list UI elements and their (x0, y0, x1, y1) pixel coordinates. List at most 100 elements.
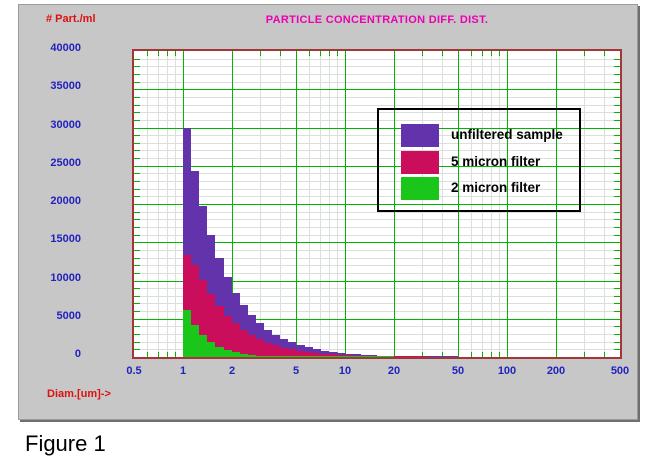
axis-tick-right (614, 303, 620, 305)
axis-tick-bottom (146, 352, 148, 357)
bar-2-micron-filter (247, 354, 256, 357)
gridline-y-minor (134, 104, 620, 106)
axis-tick-left (134, 142, 140, 144)
legend-label: 2 micron filter (451, 180, 541, 195)
bar-2-micron-filter (239, 353, 248, 357)
axis-tick-left (134, 326, 140, 328)
axis-tick-left (134, 257, 140, 259)
gridline-y-minor (134, 219, 620, 221)
bar-5-micron-filter (344, 355, 354, 357)
bar-5-micron-filter (280, 347, 289, 357)
axis-tick-left (134, 219, 140, 221)
bar-2-micron-filter (320, 356, 329, 357)
axis-tick-right (614, 150, 620, 152)
axis-tick-left (134, 334, 140, 336)
bar-2-micron-filter (328, 356, 337, 357)
bar-unfiltered-sample (377, 355, 386, 357)
axis-tick-left (134, 196, 140, 198)
axis-tick-top (260, 51, 262, 56)
y-tick-label: 30000 (50, 119, 81, 131)
figure-caption: Figure 1 (25, 431, 106, 456)
legend-label: unfiltered sample (451, 127, 563, 142)
axis-tick-top (491, 51, 493, 56)
axis-tick-left (134, 188, 140, 190)
gridline-y-minor (134, 295, 620, 297)
bar-5-micron-filter (409, 356, 418, 357)
axis-tick-bottom (491, 352, 493, 357)
bar-5-micron-filter (312, 353, 321, 357)
axis-tick-left (134, 73, 140, 75)
bar-unfiltered-sample (369, 355, 378, 357)
bar-5-micron-filter (304, 352, 313, 357)
bar-2-micron-filter (361, 356, 370, 357)
gridline-y-minor (134, 257, 620, 259)
gridline-y-minor (134, 58, 620, 60)
gridline-y-minor (134, 288, 620, 290)
axis-tick-right (614, 334, 620, 336)
bar-2-micron-filter (271, 356, 281, 357)
bar-5-micron-filter (190, 265, 200, 357)
axis-tick-top (167, 51, 169, 56)
x-tick-label: 1 (179, 365, 187, 377)
bar-5-micron-filter (223, 315, 232, 357)
axis-tick-right (614, 234, 620, 236)
axis-tick-left (134, 295, 140, 297)
bar-unfiltered-sample (190, 171, 200, 357)
gridline-y-minor (134, 326, 620, 328)
axis-tick-left (134, 349, 140, 351)
bar-2-micron-filter (223, 350, 232, 357)
bar-2-micron-filter (369, 356, 378, 357)
bar-5-micron-filter (393, 356, 402, 357)
gridline-y-major (134, 242, 620, 244)
legend-swatch-unfiltered-sample (401, 124, 439, 147)
bar-5-micron-filter (288, 349, 297, 357)
axis-tick-top (442, 51, 444, 56)
bar-2-micron-filter (280, 356, 289, 357)
x-tick-label: 10 (338, 365, 352, 377)
axis-tick-right (614, 104, 620, 106)
bar-unfiltered-sample (425, 356, 435, 357)
axis-tick-left (134, 158, 140, 160)
axis-tick-bottom (604, 352, 606, 357)
axis-tick-top (481, 51, 483, 56)
gridline-y-major (134, 280, 620, 282)
bar-2-micron-filter (312, 356, 321, 357)
legend-item-5-micron-filter: 5 micron filter (379, 151, 579, 175)
x-tick-label: 20 (387, 365, 401, 377)
gridline-y-minor (134, 334, 620, 336)
gridline-y-minor (134, 66, 620, 68)
y-tick-label: 15000 (50, 233, 81, 245)
gridline-y-minor (134, 81, 620, 83)
gridline-y-minor (134, 211, 620, 213)
legend-box: unfiltered sample 5 micron filter 2 micr… (377, 108, 581, 212)
axis-tick-bottom (481, 352, 483, 357)
axis-tick-right (614, 119, 620, 121)
legend-label: 5 micron filter (451, 154, 541, 169)
bar-5-micron-filter (199, 279, 208, 357)
axis-tick-bottom (499, 352, 501, 357)
bar-2-micron-filter (352, 356, 362, 357)
legend-swatch-5-micron-filter (401, 151, 439, 174)
bar-2-micron-filter (215, 346, 224, 357)
axis-tick-right (614, 112, 620, 114)
bar-5-micron-filter (207, 293, 216, 357)
axis-tick-right (614, 196, 620, 198)
bar-2-micron-filter (385, 356, 394, 357)
axis-tick-top (280, 51, 282, 56)
bar-5-micron-filter (239, 329, 248, 357)
axis-tick-left (134, 341, 140, 343)
x-tick-label: 5 (292, 365, 300, 377)
axis-tick-right (614, 257, 620, 259)
bar-2-micron-filter (231, 352, 240, 357)
gridline-y-minor (134, 249, 620, 251)
y-tick-label: 5000 (56, 310, 81, 322)
axis-tick-bottom (442, 352, 444, 357)
axis-tick-right (614, 211, 620, 213)
axis-tick-right (614, 288, 620, 290)
bar-unfiltered-sample (450, 356, 459, 357)
axis-tick-left (134, 234, 140, 236)
gridline-y-minor (134, 311, 620, 313)
axis-tick-top (157, 51, 159, 56)
gridline-y-minor (134, 234, 620, 236)
